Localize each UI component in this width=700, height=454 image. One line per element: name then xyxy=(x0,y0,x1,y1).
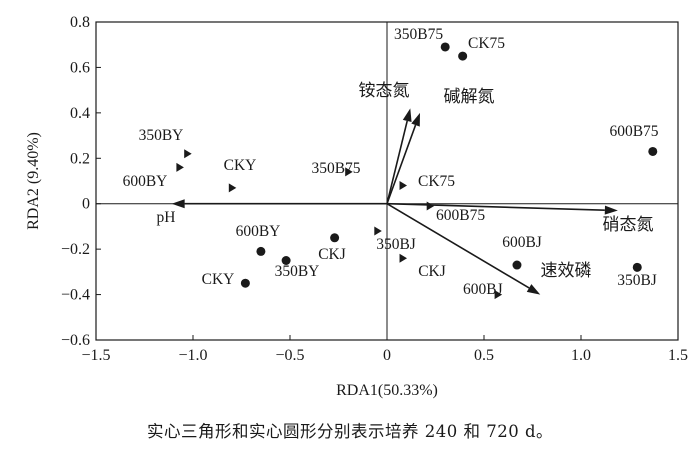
x-tick-label: −1.5 xyxy=(81,347,110,364)
sample-label-240d: 350BJ xyxy=(376,236,416,253)
x-tick-label: 1.5 xyxy=(668,347,688,364)
triangle-600bj xyxy=(494,290,503,300)
y-axis-title: RDA2 (9.40%) xyxy=(25,132,42,230)
y-tick-label: 0.2 xyxy=(70,150,90,167)
y-tick-label: −0.6 xyxy=(61,332,90,349)
sample-label-720d: 600BJ xyxy=(502,234,542,251)
vector-label: 硝态氮 xyxy=(603,215,654,235)
x-axis-title: RDA1(50.33%) xyxy=(336,382,438,399)
circle-ckj xyxy=(330,233,340,243)
y-tick-label: 0 xyxy=(82,196,90,213)
sample-label-720d: CKJ xyxy=(318,246,346,263)
vector--shaft xyxy=(386,203,530,289)
vector-arrowhead xyxy=(604,205,618,215)
circle-cky xyxy=(240,278,250,288)
x-tick-label: 1.0 xyxy=(571,347,591,364)
y-tick-label: 0.6 xyxy=(70,59,90,76)
circle-600b75 xyxy=(648,146,658,156)
circle-600by xyxy=(256,246,266,256)
sample-label-240d: 350B75 xyxy=(311,160,360,177)
x-tick-label: 0.5 xyxy=(474,347,494,364)
sample-label-720d: CK75 xyxy=(468,35,505,52)
vector-arrowhead xyxy=(402,108,412,123)
x-tick-label: −0.5 xyxy=(275,347,304,364)
vector--shaft xyxy=(386,202,605,211)
sample-label-240d: CK75 xyxy=(418,173,455,190)
triangle-350bj xyxy=(374,226,382,236)
x-tick-label: 0 xyxy=(383,347,391,364)
vector-label: 碱解氮 xyxy=(444,87,495,107)
vector-arrowhead xyxy=(171,199,185,209)
triangle-350by xyxy=(184,149,192,159)
vector-label: 铵态氮 xyxy=(359,81,410,101)
triangle-ck75 xyxy=(399,181,408,191)
circle-350bj xyxy=(632,262,642,272)
sample-label-240d: CKJ xyxy=(418,263,446,280)
vector-arrowhead xyxy=(526,284,541,295)
triangle-350b75 xyxy=(345,167,353,177)
triangle-cky xyxy=(228,183,237,193)
circle-350b75 xyxy=(440,42,450,52)
figure-caption: 实心三角形和实心圆形分别表示培养 240 和 720 d。 xyxy=(146,422,554,441)
y-tick-label: −0.4 xyxy=(61,287,90,304)
vector--shaft xyxy=(386,120,408,204)
sample-label-240d: CKY xyxy=(224,157,257,174)
vector-label: 速效磷 xyxy=(541,261,592,281)
sample-label-720d: CKY xyxy=(202,271,235,288)
y-tick-label: −0.2 xyxy=(61,241,90,258)
x-tick-label: −1.0 xyxy=(178,347,207,364)
y-tick-label: 0.4 xyxy=(70,105,90,122)
vector-label: pH xyxy=(157,209,176,226)
sample-label-720d: 600BY xyxy=(236,223,281,240)
triangle-600by xyxy=(176,162,184,172)
circle-350by xyxy=(281,256,291,265)
sample-label-240d: 600B75 xyxy=(436,207,485,224)
sample-label-720d: 350BJ xyxy=(617,272,657,289)
vector-arrowhead xyxy=(411,112,420,127)
triangle-ckj xyxy=(399,253,408,263)
sample-label-240d: 600BY xyxy=(123,173,168,190)
sample-label-720d: 350B75 xyxy=(394,26,443,43)
sample-label-720d: 600B75 xyxy=(609,123,658,140)
circle-ck75 xyxy=(458,51,468,61)
vector--shaft xyxy=(386,124,417,204)
sample-label-240d: 600BJ xyxy=(463,281,503,298)
sample-label-720d: 350BY xyxy=(275,263,320,280)
circle-600bj xyxy=(512,260,522,270)
y-tick-label: 0.8 xyxy=(70,14,90,31)
sample-label-240d: 350BY xyxy=(139,127,184,144)
triangle-600b75 xyxy=(426,201,435,211)
